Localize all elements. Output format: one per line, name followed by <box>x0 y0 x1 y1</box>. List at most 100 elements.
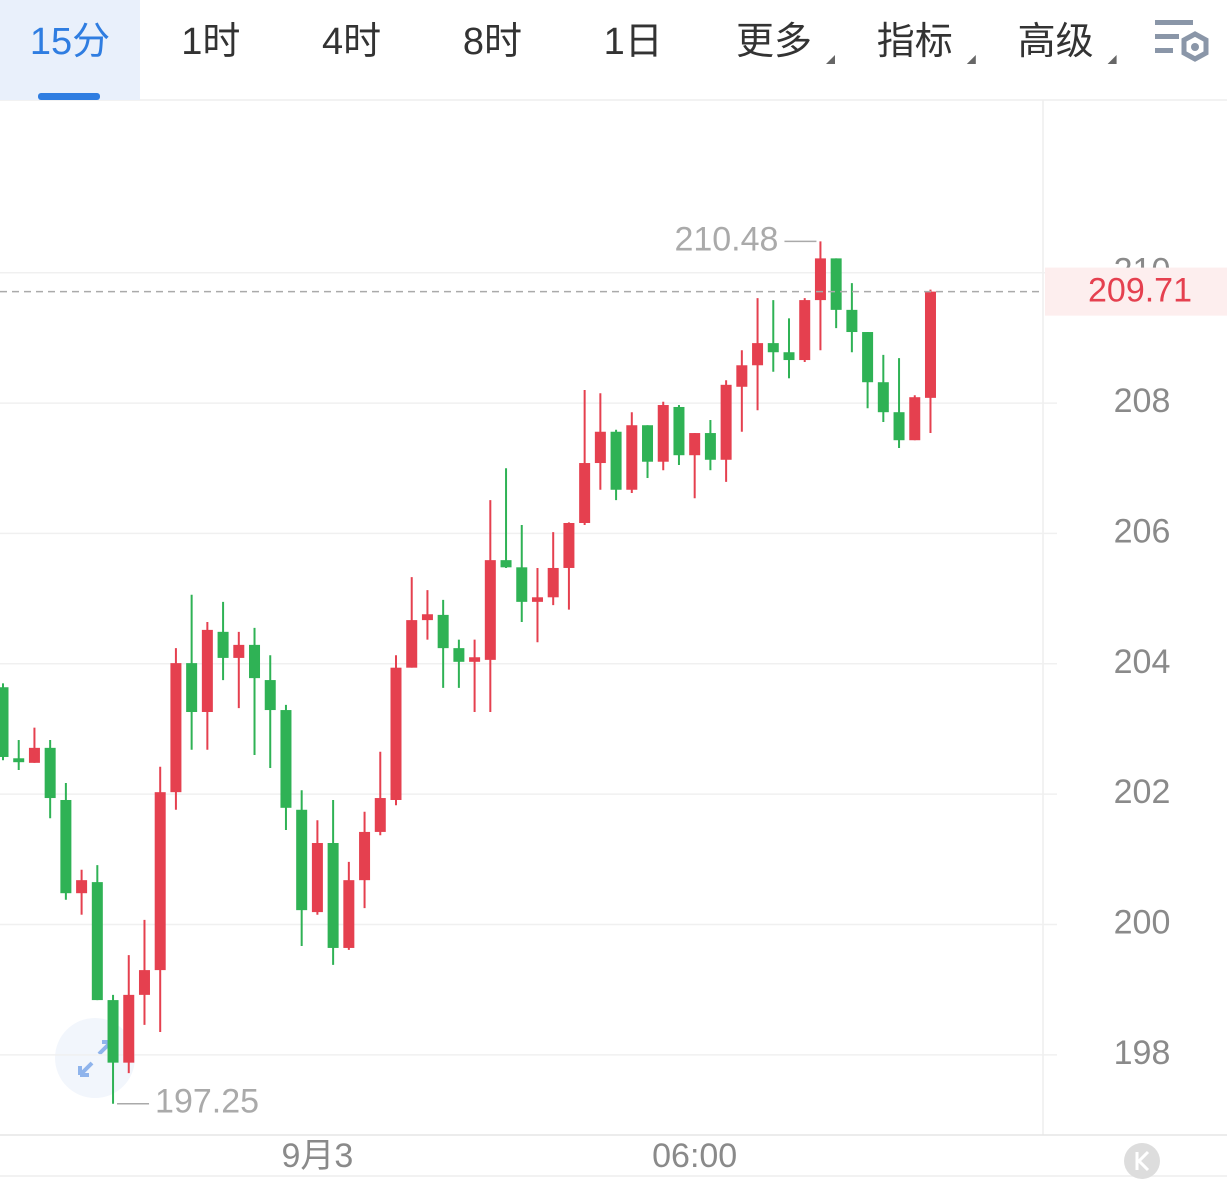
candle-body <box>13 758 25 763</box>
last-price-box <box>1045 267 1227 316</box>
candle-body <box>594 431 606 464</box>
dropdown-marker <box>826 55 835 64</box>
candle-body <box>296 809 308 911</box>
candle-body <box>453 648 465 662</box>
toolbar-tab[interactable]: 更多 <box>736 21 812 63</box>
candle-body <box>469 657 481 662</box>
candle-body <box>311 843 323 913</box>
expand-arrows <box>78 1040 113 1077</box>
candle-body <box>249 644 261 679</box>
candle-body <box>563 522 575 568</box>
candle-body <box>138 970 150 995</box>
candle-body <box>626 425 638 490</box>
toolbar-tab[interactable]: 8时 <box>463 21 522 63</box>
candle-body <box>531 597 543 602</box>
candle-body <box>107 1000 119 1063</box>
y-tick-label: 202 <box>1114 773 1171 811</box>
candle-body <box>846 309 858 333</box>
candle-body <box>44 747 56 799</box>
x-tick-label: 06:00 <box>652 1137 737 1175</box>
y-tick-label: 200 <box>1114 903 1171 941</box>
candle-body <box>657 405 669 462</box>
candle-body <box>814 258 826 301</box>
icon-bar <box>1155 34 1179 39</box>
candle-body <box>28 747 40 763</box>
toolbar-tab[interactable]: 1时 <box>181 21 240 63</box>
candle-body <box>217 631 229 658</box>
candle-body <box>359 831 371 881</box>
y-tick-label: 204 <box>1114 643 1171 681</box>
dropdown-marker <box>966 55 976 64</box>
toolbar-tab[interactable]: 15分 <box>30 21 110 63</box>
toolbar-tab[interactable]: 1日 <box>604 21 663 63</box>
candle-body <box>689 433 701 456</box>
scroll-end-glyph <box>1135 1150 1150 1172</box>
candle-body <box>343 880 355 948</box>
candle-body <box>909 397 921 441</box>
candle-body <box>500 560 512 568</box>
candle-body <box>862 332 874 383</box>
candle-body <box>186 663 198 713</box>
candle-body <box>0 687 9 757</box>
candle-body <box>60 799 72 894</box>
candle-body <box>799 300 811 361</box>
candle-body <box>877 382 889 413</box>
toolbar-tab[interactable]: 高级 <box>1018 21 1094 63</box>
scroll-end-bg <box>1124 1143 1160 1179</box>
candle-body <box>233 644 245 658</box>
candle-body <box>154 792 166 971</box>
candle-body <box>673 406 685 456</box>
low-annotation: 197.25 <box>155 1083 259 1121</box>
candle-body <box>924 291 936 398</box>
y-tick-label: 198 <box>1114 1034 1171 1072</box>
candle-body <box>170 663 182 793</box>
candle-body <box>201 629 213 713</box>
icon-gear <box>1181 31 1209 62</box>
active-tab-indicator <box>38 93 100 100</box>
candle-body <box>704 433 716 460</box>
candle-body <box>830 258 842 310</box>
scroll-end-button[interactable] <box>1124 1143 1160 1179</box>
candle-body <box>516 567 528 602</box>
candle-body <box>123 994 135 1063</box>
candle-body <box>421 614 433 621</box>
candle-body <box>406 620 418 668</box>
settings-icon[interactable] <box>1155 20 1209 62</box>
dropdown-marker <box>1107 55 1117 64</box>
candle-body <box>579 463 591 523</box>
candle-body <box>610 431 622 490</box>
icon-bar <box>1155 20 1193 25</box>
high-annotation: 210.48 <box>674 220 778 258</box>
icon-bar <box>1155 48 1173 53</box>
last-price-label: 209.71 <box>1088 272 1192 310</box>
candle-body <box>280 710 292 808</box>
candle-body <box>264 680 276 711</box>
candle-body <box>76 880 88 894</box>
toolbar-bg <box>0 0 1227 100</box>
toolbar-tab[interactable]: 指标 <box>877 21 953 63</box>
candle-body <box>390 667 402 800</box>
candle-body <box>893 412 905 441</box>
candle-body <box>752 343 764 366</box>
candle-body <box>484 560 496 660</box>
candle-body <box>437 614 449 649</box>
candle-body <box>642 425 654 462</box>
candle-body <box>327 843 339 948</box>
expand-bg <box>55 1018 135 1098</box>
candle-body <box>783 352 795 361</box>
candle-body <box>91 882 103 1001</box>
active-tab-bg <box>0 0 140 100</box>
y-tick-label: 208 <box>1114 382 1171 420</box>
y-tick-label: 206 <box>1114 512 1171 550</box>
candle-body <box>720 384 732 460</box>
candle-body <box>374 798 386 832</box>
candle-body <box>736 365 748 387</box>
expand-button[interactable] <box>55 1018 135 1098</box>
toolbar-tab[interactable]: 4时 <box>322 21 381 63</box>
x-tick-label: 9月3 <box>281 1137 353 1175</box>
candle-body <box>767 343 779 353</box>
candle-body <box>547 567 559 598</box>
icon-gear-center <box>1191 43 1199 51</box>
